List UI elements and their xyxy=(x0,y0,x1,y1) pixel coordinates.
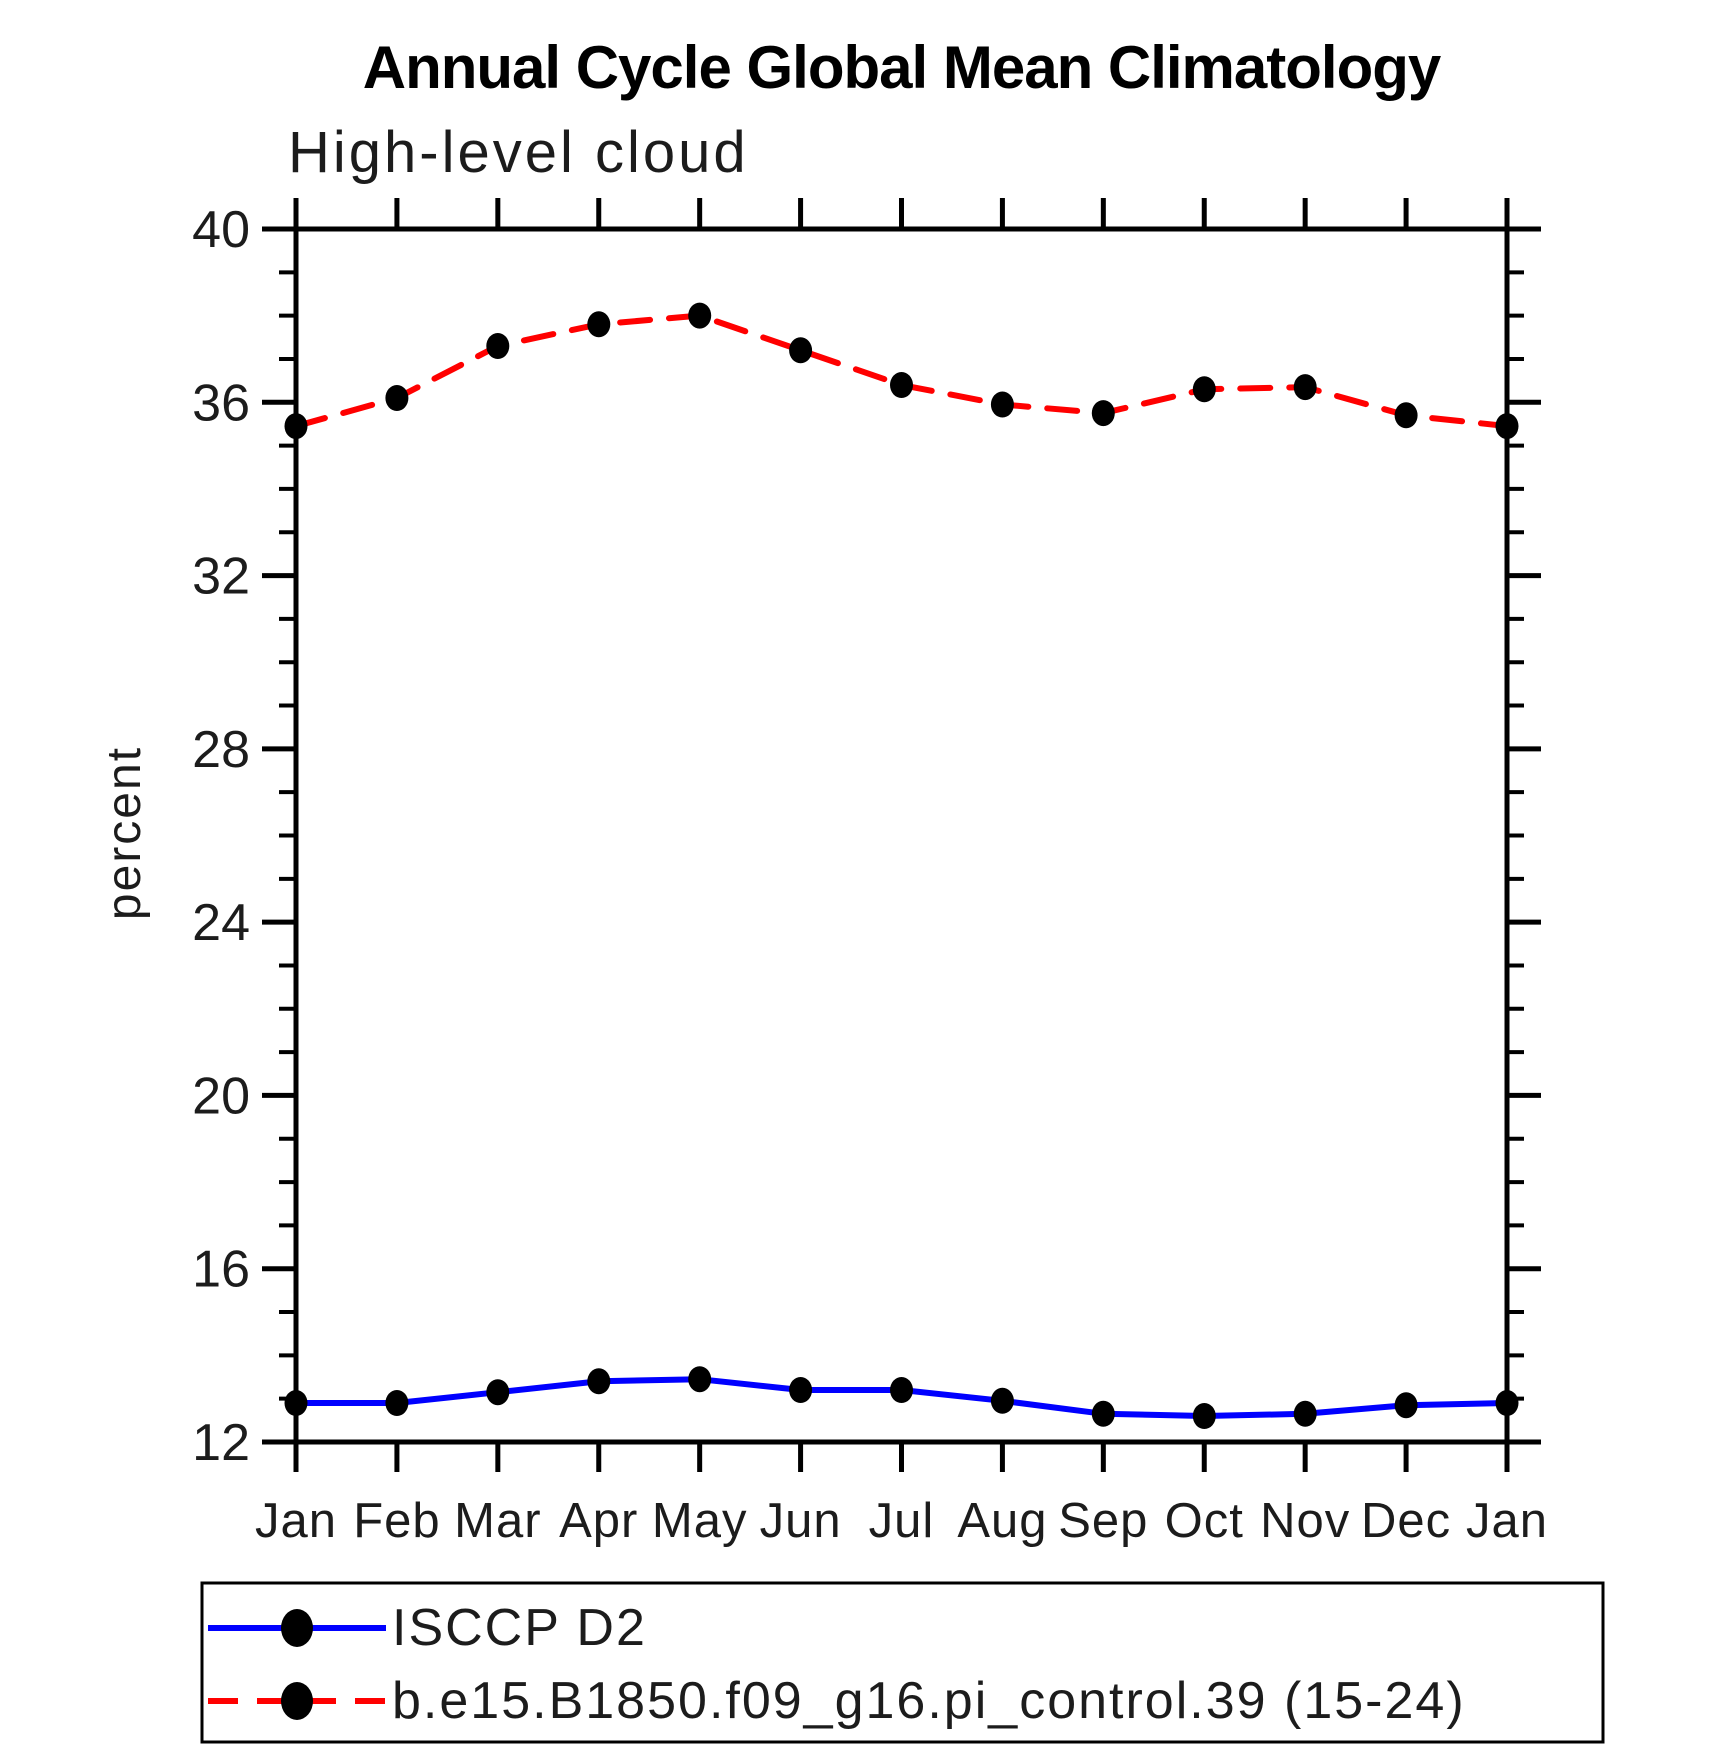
y-tick-label: 24 xyxy=(192,894,250,952)
data-point-marker xyxy=(890,1377,913,1403)
plot-border xyxy=(293,226,1510,1445)
x-tick-label: Jan xyxy=(1466,1494,1548,1548)
data-point-marker xyxy=(1091,1400,1115,1427)
data-point-marker xyxy=(1091,400,1115,427)
data-point-marker xyxy=(284,1390,308,1416)
data-point-marker xyxy=(789,1377,813,1403)
legend-box xyxy=(200,1581,1605,1744)
legend-marker-0 xyxy=(281,1609,313,1647)
y-tick-label: 16 xyxy=(192,1241,250,1299)
legend-label-0: ISCCP D2 xyxy=(392,1599,647,1657)
data-point-marker xyxy=(284,413,308,440)
data-point-marker xyxy=(990,391,1014,418)
x-tick-label: Feb xyxy=(353,1494,440,1548)
y-tick-label: 32 xyxy=(192,548,250,606)
data-point-marker xyxy=(688,302,712,329)
x-tick-label: Jun xyxy=(760,1494,842,1548)
data-point-marker xyxy=(688,1366,712,1393)
x-tick-label: Dec xyxy=(1361,1494,1451,1548)
data-point-marker xyxy=(1394,1392,1418,1419)
data-point-marker xyxy=(587,311,611,338)
y-tick-label: 36 xyxy=(192,374,250,432)
legend-marker-1 xyxy=(281,1682,313,1720)
y-tick-label: 28 xyxy=(192,721,250,779)
chart-title: Annual Cycle Global Mean Climatology xyxy=(363,34,1442,101)
x-tick-label: Jan xyxy=(255,1494,337,1548)
x-tick-label: Jul xyxy=(869,1494,935,1548)
data-point-marker xyxy=(1293,1400,1317,1427)
data-point-marker xyxy=(890,372,913,398)
data-point-marker xyxy=(1192,1403,1216,1429)
x-tick-label: Mar xyxy=(454,1494,541,1548)
data-point-marker xyxy=(1495,1390,1519,1416)
data-point-marker xyxy=(385,1390,409,1416)
y-tick-label: 40 xyxy=(192,201,250,259)
data-point-marker xyxy=(587,1368,611,1395)
x-tick-label: Apr xyxy=(559,1494,638,1548)
x-tick-label: Sep xyxy=(1058,1494,1148,1548)
chart-subtitle: High-level cloud xyxy=(288,120,749,185)
x-tick-label: Aug xyxy=(957,1494,1047,1548)
y-tick-label: 12 xyxy=(192,1414,250,1472)
series-line-1 xyxy=(293,312,1510,430)
data-point-marker xyxy=(1293,374,1317,401)
data-point-marker xyxy=(789,337,813,364)
data-point-marker xyxy=(486,333,510,359)
x-tick-label: Nov xyxy=(1260,1494,1350,1548)
data-point-marker xyxy=(385,385,409,411)
data-point-marker xyxy=(990,1387,1014,1414)
legend-label-1: b.e15.B1850.f09_g16.pi_control.39 (15-24… xyxy=(392,1672,1466,1730)
x-tick-label: Oct xyxy=(1165,1494,1244,1548)
data-point-marker xyxy=(1495,413,1519,440)
data-point-marker xyxy=(1394,402,1418,429)
x-tick-label: May xyxy=(652,1494,748,1548)
y-tick-label: 20 xyxy=(192,1067,250,1125)
data-point-marker xyxy=(1192,376,1216,403)
y-axis-title: percent xyxy=(98,746,151,920)
data-point-marker xyxy=(486,1379,510,1406)
